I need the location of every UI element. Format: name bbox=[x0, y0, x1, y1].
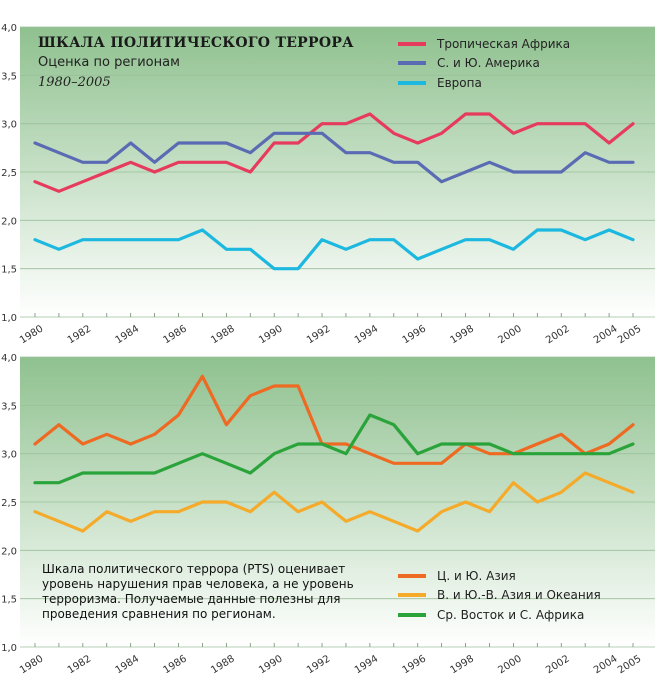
bottom-chart-gridlines bbox=[20, 356, 655, 648]
legend-label-middle-east-north-africa: Ср. Восток и С. Африка bbox=[437, 608, 584, 622]
x-tick-label: 1998 bbox=[449, 323, 476, 346]
y-tick-label: 1,0 bbox=[1, 643, 17, 654]
x-tick-label: 2002 bbox=[544, 653, 571, 676]
series-line-europe bbox=[33, 228, 635, 271]
x-tick-label: 1984 bbox=[114, 653, 141, 676]
series-line-tropical-africa bbox=[33, 112, 635, 193]
y-tick-label: 1,5 bbox=[1, 595, 17, 606]
x-tick-label: 1996 bbox=[401, 323, 428, 346]
y-tick-label: 4,0 bbox=[1, 23, 17, 34]
top-chart-legend: Тропическая Африка С. и Ю. Америка Европ… bbox=[398, 37, 570, 90]
y-tick-label: 3,5 bbox=[1, 401, 17, 412]
top-chart-lines bbox=[33, 112, 635, 271]
note-line-2: уровень нарушения прав человека, а не ур… bbox=[42, 577, 354, 591]
x-tick-label: 1988 bbox=[209, 653, 236, 676]
x-tick-label: 1984 bbox=[114, 323, 141, 346]
legend-label-europe: Европа bbox=[437, 76, 482, 90]
x-tick-label: 1986 bbox=[161, 653, 188, 676]
top-chart-gridlines bbox=[20, 26, 655, 318]
x-tick-label: 1980 bbox=[18, 653, 45, 676]
x-tick-label: 2002 bbox=[544, 323, 571, 346]
bottom-chart-panel: 1,01,52,02,53,03,54,0 1980 1982 1984 1986 19… bbox=[1, 353, 655, 676]
bottom-chart-x-ticks: 1980 1982 1984 1986 1988 1990 1992 1994 1996 1998… bbox=[18, 653, 643, 676]
x-tick-label: 1980 bbox=[18, 323, 45, 346]
legend-label-east-asia-oceania: В. и Ю.-В. Азия и Океания bbox=[437, 588, 601, 602]
x-tick-label: 1990 bbox=[257, 653, 284, 676]
series-line-east-asia-oceania bbox=[33, 471, 635, 533]
legend-label-tropical-africa: Тропическая Африка bbox=[436, 37, 570, 51]
top-chart-x-ticks: 1980 1982 1984 1986 1988 1990 1992 1994 1996 1998… bbox=[18, 323, 643, 346]
x-tick-label: 1986 bbox=[161, 323, 188, 346]
y-tick-label: 3,0 bbox=[1, 120, 17, 131]
x-tick-label: 1998 bbox=[449, 653, 476, 676]
x-tick-label: 2005 bbox=[616, 653, 643, 676]
chart-title: ШКАЛА ПОЛИТИЧЕСКОГО ТЕРРОРА bbox=[38, 35, 354, 51]
x-tick-label: 1990 bbox=[257, 323, 284, 346]
series-line-middle-east-north-africa bbox=[33, 413, 635, 485]
x-tick-label: 2005 bbox=[616, 323, 643, 346]
x-tick-label: 2004 bbox=[592, 323, 619, 346]
x-tick-label: 2000 bbox=[496, 323, 523, 346]
x-tick-label: 1994 bbox=[353, 653, 380, 676]
pts-note: Шкала политического террора (PTS) оценив… bbox=[42, 562, 354, 621]
bottom-chart-y-ticks: 1,0 1,5 2,0 2,5 3,0 3,5 4,0 bbox=[1, 353, 17, 654]
y-tick-label: 3,0 bbox=[1, 450, 17, 461]
x-tick-label: 1992 bbox=[305, 653, 332, 676]
legend-label-central-south-asia: Ц. и Ю. Азия bbox=[437, 569, 516, 583]
bottom-chart-legend: Ц. и Ю. Азия В. и Ю.-В. Азия и Океания С… bbox=[398, 569, 601, 622]
y-tick-label: 4,0 bbox=[1, 353, 17, 364]
legend-label-americas: С. и Ю. Америка bbox=[437, 56, 540, 70]
series-line-americas bbox=[33, 131, 635, 184]
series-line-central-south-asia bbox=[33, 374, 635, 465]
top-chart-y-ticks: 1,0 1,5 2,0 2,5 3,0 3,5 4,0 bbox=[1, 23, 17, 324]
x-tick-label: 1992 bbox=[305, 323, 332, 346]
x-tick-label: 1988 bbox=[209, 323, 236, 346]
x-tick-label: 1982 bbox=[66, 653, 93, 676]
note-line-1: Шкала политического террора (PTS) оценив… bbox=[42, 562, 345, 576]
chart-period: 1980–2005 bbox=[38, 75, 111, 90]
bottom-chart-lines bbox=[33, 374, 635, 533]
chart-subtitle: Оценка по регионам bbox=[38, 55, 180, 70]
y-tick-label: 2,5 bbox=[1, 498, 17, 509]
x-tick-label: 1982 bbox=[66, 323, 93, 346]
y-tick-label: 2,0 bbox=[1, 216, 17, 227]
y-tick-label: 2,5 bbox=[1, 168, 17, 179]
note-line-4: проведения сравнения по регионам. bbox=[42, 607, 276, 621]
y-tick-label: 2,0 bbox=[1, 546, 17, 557]
y-tick-label: 3,5 bbox=[1, 71, 17, 82]
x-tick-label: 2000 bbox=[496, 653, 523, 676]
x-tick-label: 1994 bbox=[353, 323, 380, 346]
top-chart-panel: 1,01,52,02,53,03,54,0 1980 1982 1984 1986 19… bbox=[1, 23, 655, 346]
note-line-3: терроризма. Получаемые данные полезны дл… bbox=[42, 592, 340, 606]
y-tick-label: 1,5 bbox=[1, 265, 17, 276]
x-tick-label: 2004 bbox=[592, 653, 619, 676]
y-tick-label: 1,0 bbox=[1, 313, 17, 324]
x-tick-label: 1996 bbox=[401, 653, 428, 676]
